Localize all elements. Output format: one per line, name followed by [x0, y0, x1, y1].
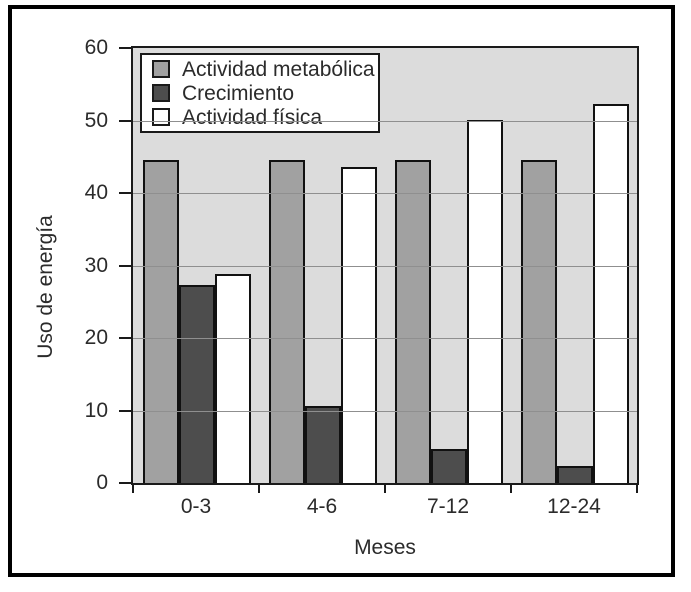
x-tick-label: 0-3: [180, 495, 212, 518]
gridline: [133, 338, 637, 339]
gridline: [133, 193, 637, 194]
legend-item: Actividad física: [152, 106, 378, 129]
bar: [269, 160, 305, 483]
y-tick-label: 40: [84, 181, 108, 204]
bar: [143, 160, 179, 483]
bar: [215, 274, 251, 483]
figure-border: [8, 5, 675, 577]
bar: [467, 120, 503, 483]
legend-label: Actividad física: [182, 105, 323, 129]
x-tick-label: 4-6: [306, 495, 338, 518]
x-tick-label: 7-12: [426, 495, 470, 518]
y-tick-label: 10: [84, 399, 108, 422]
gridline: [133, 121, 637, 122]
y-tick: [119, 337, 133, 339]
y-tick-label: 60: [84, 36, 108, 59]
gridline: [133, 411, 637, 412]
bar: [521, 160, 557, 483]
legend-label: Actividad metabólica: [182, 57, 375, 81]
y-tick: [119, 410, 133, 412]
plot-area: Actividad metabólica Crecimiento Activid…: [131, 46, 639, 485]
bar: [179, 285, 215, 483]
legend-swatch-crecimiento: [152, 84, 170, 102]
bar: [341, 167, 377, 483]
y-tick: [119, 482, 133, 484]
x-tick: [636, 484, 638, 493]
x-tick: [132, 484, 134, 493]
x-tick: [510, 484, 512, 493]
y-axis-title: Uso de energía: [34, 215, 57, 359]
y-tick: [119, 265, 133, 267]
bar: [395, 160, 431, 483]
y-tick: [119, 47, 133, 49]
y-tick: [119, 120, 133, 122]
x-tick: [258, 484, 260, 493]
legend-label: Crecimiento: [182, 81, 295, 105]
y-tick-label: 20: [84, 326, 108, 349]
x-tick-label: 12-24: [547, 495, 601, 518]
y-tick: [119, 192, 133, 194]
bar: [305, 406, 341, 483]
legend-item: Actividad metabólica: [152, 58, 378, 81]
y-tick-label: 0: [96, 471, 108, 494]
y-tick-label: 50: [84, 109, 108, 132]
x-tick: [384, 484, 386, 493]
legend-swatch-metabolica: [152, 60, 170, 78]
bar: [557, 466, 593, 483]
legend-item: Crecimiento: [152, 82, 378, 105]
legend-swatch-fisica: [152, 108, 170, 126]
x-axis-title: Meses: [354, 536, 416, 559]
y-tick-label: 30: [84, 254, 108, 277]
bar: [593, 104, 629, 483]
bar: [431, 449, 467, 483]
gridline: [133, 266, 637, 267]
legend: Actividad metabólica Crecimiento Activid…: [140, 53, 380, 133]
